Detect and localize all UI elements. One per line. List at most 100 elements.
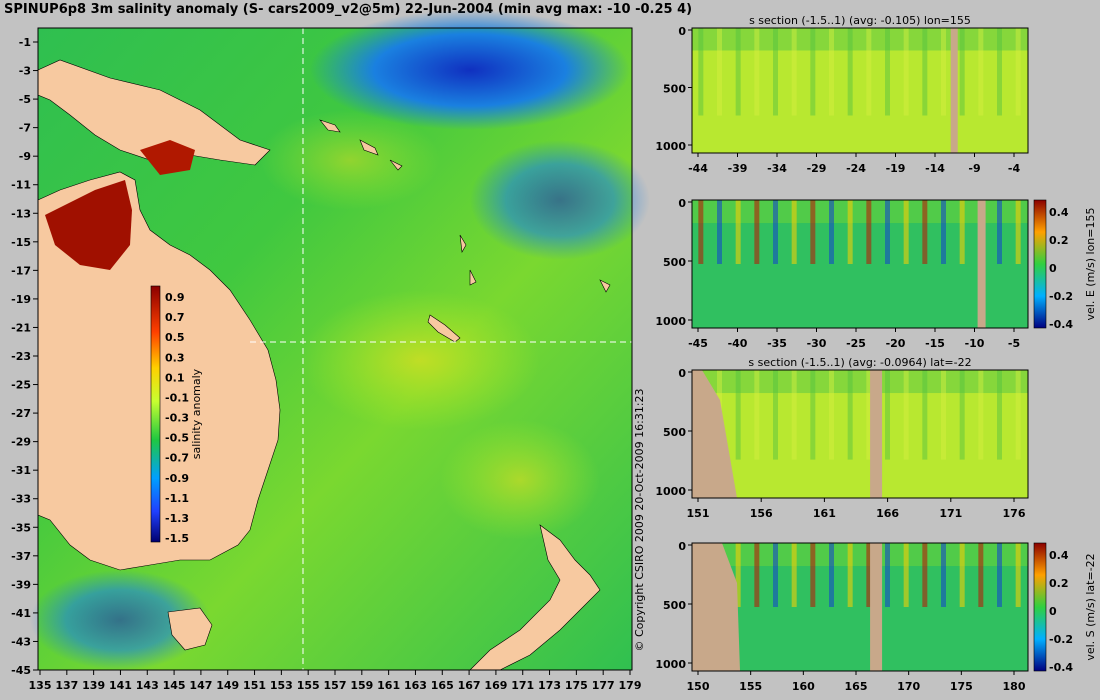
- velocity-colorbar-label: vel. S (m/s) lat=-22: [1084, 553, 1097, 660]
- section-streak: [866, 28, 872, 116]
- section-streak: [773, 28, 778, 116]
- section-xtick-label: -44: [688, 162, 708, 175]
- section-streak: [754, 370, 760, 460]
- section-streak: [997, 543, 1002, 607]
- coastal-salty-anomaly: [140, 140, 195, 175]
- section-land: [692, 543, 740, 671]
- map-ytick-label: -31: [11, 464, 31, 477]
- section-streak: [754, 28, 760, 116]
- section-streak: [735, 200, 741, 264]
- map-x-axis: 135 137 139 141 143 145 147 149 151 153 155 157 159 1…: [29, 670, 642, 692]
- section-streak: [903, 370, 909, 460]
- section-land: [870, 543, 883, 671]
- salinity-colorbar-tick: 0.1: [165, 371, 185, 384]
- section-streak: [847, 28, 853, 116]
- gulf-salty-anomaly: [45, 180, 132, 270]
- section-streak: [791, 370, 797, 460]
- salinity-colorbar: [150, 285, 161, 543]
- section-ytick-label: 1000: [655, 485, 686, 498]
- section-streak: [735, 543, 741, 607]
- map-ytick-label: -29: [11, 436, 31, 449]
- section-xtick-label: 175: [950, 680, 973, 693]
- section-streak: [903, 28, 909, 116]
- map-ytick-label: -39: [11, 578, 31, 591]
- section-ytick-label: 500: [663, 83, 686, 96]
- section-streak: [866, 543, 872, 607]
- section-streak: [959, 28, 965, 116]
- section-streak: [997, 370, 1002, 460]
- section-streak: [885, 543, 890, 607]
- map-xtick-label: 155: [297, 679, 320, 692]
- section-xtick-label: 180: [1003, 680, 1026, 693]
- section-frame: [691, 542, 1029, 672]
- velocity-colorbar-tick: -0.2: [1049, 633, 1073, 646]
- section-title: s section (-1.5..1) (avg: -0.105) lon=15…: [749, 14, 971, 27]
- section-streak: [698, 28, 704, 116]
- section-xtick-label: -10: [965, 337, 985, 350]
- velocity-colorbar-tick: 0.4: [1049, 549, 1069, 562]
- salinity-colorbar-ticks: 0.9 0.7 0.5 0.3 0.1 -0.1 -0.3 -0.5 -0.7 -0.9 -1.1 -…: [165, 291, 189, 545]
- velocity-colorbar-tick: 0.4: [1049, 206, 1069, 219]
- velocity-colorbar: [1033, 542, 1047, 672]
- fresh-anomaly-region: [30, 570, 210, 670]
- fresh-anomaly-region: [310, 10, 630, 130]
- map-xtick-label: 173: [538, 679, 561, 692]
- map-xtick-label: 159: [350, 679, 373, 692]
- section-streak: [866, 370, 872, 460]
- map-xtick-label: 161: [377, 679, 400, 692]
- map-xtick-label: 171: [511, 679, 534, 692]
- map-xtick-label: 153: [270, 679, 293, 692]
- map-ytick-label: -37: [11, 550, 31, 563]
- section-streak: [941, 28, 946, 116]
- section-panel-2: 0 500 1000-45 -40 -35 -30 -25 -20 -15 -10 -5 0.4 0.2…: [655, 197, 1097, 350]
- map-ytick-label: -1: [19, 36, 31, 49]
- map-y-axis: -1 -3 -5 -7 -9 -11 -13 -15 -17 -19 -21 -23 -25 -27 -29…: [11, 36, 38, 677]
- section-ytick-label: 1000: [655, 658, 686, 671]
- section-streak: [791, 543, 797, 607]
- section-streak: [829, 543, 834, 607]
- map-ytick-label: -25: [11, 379, 31, 392]
- section-land: [977, 200, 986, 328]
- map-xtick-label: 179: [619, 679, 642, 692]
- map-xtick-label: 151: [243, 679, 266, 692]
- surface-layer: [692, 543, 1028, 567]
- section-streak: [810, 28, 816, 116]
- section-streak: [1015, 200, 1021, 264]
- map-xtick-label: 149: [216, 679, 239, 692]
- section-xtick-label: -34: [767, 162, 787, 175]
- section-streak: [885, 370, 890, 460]
- map-ytick-label: -33: [11, 493, 31, 506]
- section-xtick-label: -19: [886, 162, 906, 175]
- map-ytick-label: -41: [11, 607, 31, 620]
- section-streak: [1015, 28, 1021, 116]
- section-streak: [698, 200, 704, 264]
- section-xtick-label: 151: [687, 507, 710, 520]
- salinity-colorbar-tick: 0.9: [165, 291, 185, 304]
- solomon-islands-land: [319, 119, 403, 171]
- map-ytick-label: -27: [11, 407, 31, 420]
- section-streak: [847, 200, 853, 264]
- section-streak: [885, 200, 890, 264]
- salinity-colorbar-tick: -0.1: [165, 391, 189, 404]
- section-streak: [941, 200, 946, 264]
- section-xtick-label: -40: [728, 337, 748, 350]
- section-land: [950, 28, 958, 153]
- map-xtick-label: 163: [404, 679, 427, 692]
- section-frame: [691, 27, 1029, 154]
- section-streak: [717, 200, 722, 264]
- new-guinea-land: [37, 59, 271, 166]
- salinity-colorbar-tick: -1.5: [165, 532, 189, 545]
- map-ytick-label: -7: [19, 122, 31, 135]
- map-ytick-label: -3: [19, 65, 31, 78]
- section-xtick-label: -30: [807, 337, 827, 350]
- map-xtick-label: 141: [109, 679, 132, 692]
- section-xtick-label: -39: [728, 162, 748, 175]
- salinity-colorbar-tick: -1.3: [165, 512, 189, 525]
- section-streak: [922, 543, 928, 607]
- map-xtick-label: 165: [431, 679, 454, 692]
- map-ytick-label: -13: [11, 207, 31, 220]
- section-xtick-label: 155: [739, 680, 762, 693]
- map-xtick-label: 169: [484, 679, 507, 692]
- map-xtick-label: 135: [29, 679, 52, 692]
